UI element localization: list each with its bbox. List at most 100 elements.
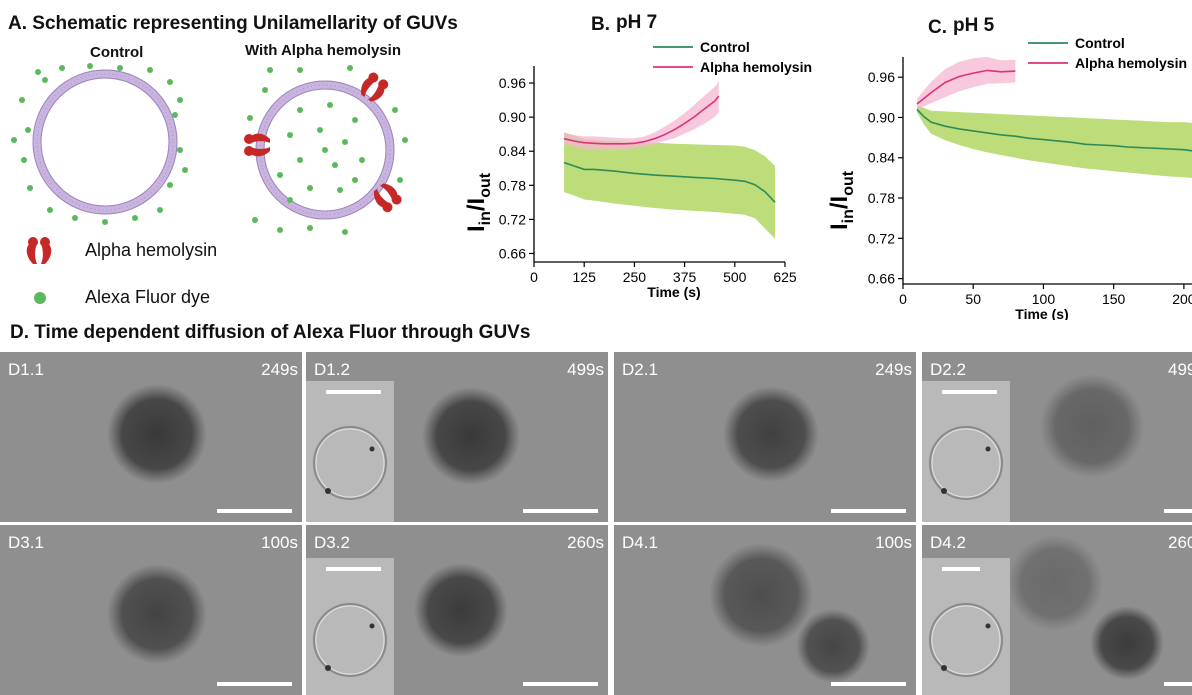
brightfield-inset <box>922 381 1010 522</box>
panel-b-title: pH 7 <box>616 12 658 33</box>
dye-dot <box>172 112 178 118</box>
scale-bar <box>523 682 598 686</box>
ph7-line-1 <box>563 95 720 145</box>
tile-time: 499s <box>567 360 604 379</box>
vesicle <box>414 563 508 657</box>
tile-label: D4.1 <box>622 533 658 552</box>
dye-dot <box>307 185 313 191</box>
tile-label: D1.1 <box>8 360 44 379</box>
ph7-ytick-label: 0.72 <box>499 211 526 227</box>
scale-bar <box>217 509 292 513</box>
inset-vesicle-outline <box>313 603 387 677</box>
legend-dye-text: Alexa Fluor dye <box>85 287 211 307</box>
tile-time: 260s <box>567 533 604 552</box>
pore-icon-bottom <box>373 183 402 213</box>
vesicle <box>107 564 207 664</box>
micrograph-image <box>422 387 520 485</box>
dye-dot <box>397 177 403 183</box>
dye-dot <box>317 127 323 133</box>
dye-dot <box>332 162 338 168</box>
ph7-band-0 <box>564 132 775 239</box>
ph7-ytick-label: 0.66 <box>499 245 526 261</box>
tile-label: D3.1 <box>8 533 44 552</box>
ph5-xlabel: Time (s) <box>1015 306 1068 320</box>
micrograph-tile: D1.1 249s <box>0 352 302 522</box>
dye-dot <box>359 157 365 163</box>
dye-dot <box>177 147 183 153</box>
tile-label: D2.1 <box>622 360 658 379</box>
scale-bar <box>217 682 292 686</box>
dye-dot <box>277 227 283 233</box>
hemolysin-dye-dots <box>247 65 408 235</box>
ph5-ytick-label: 0.96 <box>868 69 895 85</box>
inset-vesicle-halo <box>931 605 1001 675</box>
micrograph-tile: D2.1 249s <box>614 352 916 522</box>
inset-scale-bar <box>942 567 980 571</box>
dye-dot-icon <box>34 292 46 304</box>
micrograph-tile: D1.2 499s <box>306 352 608 522</box>
dye-dot <box>102 219 108 225</box>
dye-dot <box>297 67 303 73</box>
ph5-legend-label-0: Control <box>1075 35 1125 51</box>
inset-vesicle-halo <box>315 605 385 675</box>
micrograph-image <box>1040 374 1144 478</box>
ph5-xtick-label: 50 <box>965 291 981 307</box>
micrograph-image <box>723 386 819 482</box>
dye-dot <box>267 67 273 73</box>
ph7-legend-label-1: Alpha hemolysin <box>700 59 812 75</box>
inset-vesicle-outline <box>313 426 387 500</box>
vesicle <box>723 386 819 482</box>
ph7-xtick-label: 0 <box>530 269 538 285</box>
ph7-band-1 <box>564 81 719 151</box>
pore-icon-top <box>361 72 389 102</box>
micrograph-image <box>414 563 508 657</box>
inset-particle <box>325 488 331 494</box>
panel-b-letter: B. <box>591 14 610 35</box>
dye-dot <box>352 177 358 183</box>
micrograph-image <box>1007 535 1164 680</box>
control-guv <box>32 69 178 215</box>
dye-dot <box>327 102 333 108</box>
dye-dot <box>59 65 65 71</box>
dye-dot <box>27 185 33 191</box>
inset-scale-bar <box>326 390 381 394</box>
scale-bar <box>831 509 906 513</box>
dye-dot <box>342 229 348 235</box>
vesicle <box>1040 374 1144 478</box>
dye-dot <box>277 172 283 178</box>
inset-particle <box>369 623 375 629</box>
dye-dot <box>262 87 268 93</box>
scale-bar <box>523 509 598 513</box>
micrograph-tile: D3.2 260s <box>306 525 608 695</box>
inset-scale-bar <box>326 567 381 571</box>
dye-dot <box>247 115 253 121</box>
micrograph-tile: D4.1 100s <box>614 525 916 695</box>
ph7-chart: 0.66 0.72 0.78 0.84 0.90 0.96 0 125 250 375 500 625… <box>463 39 812 300</box>
dye-dot <box>342 139 348 145</box>
dye-dot <box>35 69 41 75</box>
scale-bar <box>1164 509 1192 513</box>
ph7-ytick-label: 0.90 <box>499 109 526 125</box>
hemolysin-label: With Alpha hemolysin <box>245 42 401 59</box>
ph5-band-0 <box>917 105 1192 179</box>
ph5-xtick-label: 100 <box>1032 291 1056 307</box>
ph5-ytick-label: 0.78 <box>868 190 895 206</box>
ph5-ytick-label: 0.66 <box>868 271 895 287</box>
dye-dot <box>177 97 183 103</box>
dye-dot <box>297 157 303 163</box>
dye-dot <box>167 182 173 188</box>
panel-d-heading: D. Time dependent diffusion of Alexa Flu… <box>10 322 531 343</box>
guv-schematic <box>11 63 408 235</box>
tile-label: D4.2 <box>930 533 966 552</box>
vesicle <box>1090 606 1164 680</box>
dye-dot <box>25 127 31 133</box>
dye-dot <box>347 65 353 71</box>
dye-dot <box>117 65 123 71</box>
dye-dot <box>19 97 25 103</box>
dye-dot <box>87 63 93 69</box>
tile-time: 100s <box>261 533 298 552</box>
scale-bar <box>831 682 906 686</box>
tile-label: D2.2 <box>930 360 966 379</box>
scale-bar <box>1164 682 1192 686</box>
dye-dot <box>157 207 163 213</box>
